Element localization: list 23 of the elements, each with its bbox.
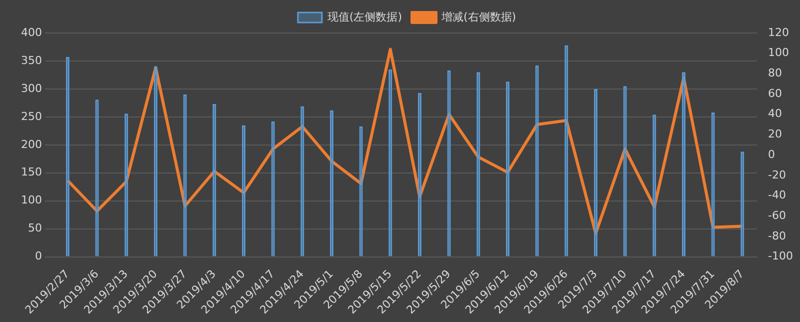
y2-tick-label: -20 [768, 168, 786, 182]
y-tick-label: 300 [20, 82, 42, 95]
y-tick-label: 100 [20, 194, 42, 207]
y2-tick-label: -60 [768, 208, 786, 222]
y2-tick-label: 120 [768, 26, 790, 39]
legend-label: 增减(右侧数据) [440, 10, 516, 24]
y-tick-label: 250 [20, 110, 42, 123]
y2-tick-label: 20 [768, 128, 782, 141]
y-tick-label: 50 [28, 222, 42, 235]
y2-tick-label: 60 [768, 86, 782, 100]
y-tick-label: 150 [20, 166, 42, 179]
y2-tick-label: 100 [768, 46, 790, 60]
y2-tick-label: -40 [768, 188, 786, 202]
y-tick-label: 400 [20, 26, 42, 39]
y-tick-label: 350 [20, 54, 42, 67]
legend-label: 现值(左侧数据) [327, 10, 402, 24]
y2-tick-label: 80 [768, 66, 782, 80]
y2-tick-label: 0 [768, 148, 776, 161]
y2-tick-label: -80 [768, 229, 786, 242]
y-tick-label: 200 [20, 138, 42, 151]
y2-tick-label: 40 [768, 107, 782, 120]
y2-tick-label: -100 [768, 250, 794, 263]
y-tick-label: 0 [34, 250, 42, 263]
